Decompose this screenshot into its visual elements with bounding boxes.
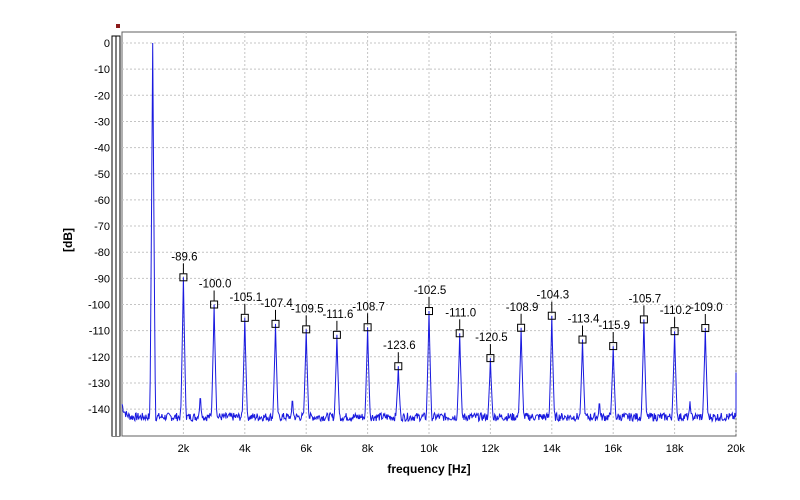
y-tick-label: -80	[94, 247, 110, 259]
y-tick-label: -50	[94, 169, 110, 181]
plot-area: -89.6-100.0-105.1-107.4-109.5-111.6-108.…	[121, 31, 737, 437]
spectrum-series-line	[121, 42, 737, 423]
x-axis-label: frequency [Hz]	[387, 462, 470, 476]
peak-label: -105.1	[229, 292, 262, 304]
peak-marker	[609, 342, 618, 351]
peak-marker	[670, 327, 679, 336]
y-tick-label: -120	[88, 352, 110, 364]
x-tick-label: 10k	[420, 443, 438, 455]
x-tick-label: 18k	[666, 443, 684, 455]
peak-label: -107.4	[260, 298, 293, 310]
level-meter-left-fill	[112, 44, 116, 436]
level-meter-right-fill	[116, 44, 120, 436]
peak-label: -111.6	[322, 309, 353, 321]
x-tick-label: 20k	[727, 443, 745, 455]
x-tick-label: 8k	[362, 443, 374, 455]
x-tick-label: 6k	[300, 443, 312, 455]
peak-marker	[394, 362, 403, 371]
peak-marker	[332, 330, 341, 339]
peak-label: -109.5	[291, 303, 324, 315]
peak-label: -108.7	[352, 301, 385, 313]
peak-label: -113.4	[568, 314, 600, 326]
peak-label: -111.0	[445, 307, 476, 319]
peak-marker	[517, 323, 526, 332]
peak-marker	[302, 325, 311, 334]
peak-label: -104.3	[536, 290, 569, 302]
peak-label: -120.5	[475, 332, 508, 344]
peak-label: -100.0	[199, 279, 232, 291]
y-tick-label: -30	[94, 116, 110, 128]
y-tick-label: -20	[94, 90, 110, 102]
y-tick-label: 0	[104, 38, 110, 50]
peak-label: -105.7	[629, 293, 662, 305]
peak-marker	[578, 335, 587, 344]
x-axis-tick-labels: 2k 4k 6k 8k 10k 12k 14k 16k 18k 20k	[178, 443, 746, 455]
y-tick-label: -130	[88, 378, 110, 390]
x-tick-label: 4k	[239, 443, 251, 455]
peak-marker	[210, 300, 219, 309]
y-tick-label: -40	[94, 143, 110, 155]
peak-label: -109.0	[690, 302, 723, 314]
x-tick-label: 16k	[604, 443, 622, 455]
peak-marker	[179, 273, 188, 282]
peak-marker	[425, 307, 433, 316]
peak-marker	[271, 319, 280, 328]
peak-label: -123.6	[383, 340, 416, 352]
peak-label: -89.6	[171, 251, 197, 263]
peak-label: -110.2	[660, 305, 692, 317]
x-tick-label: 14k	[543, 443, 561, 455]
grid	[122, 32, 737, 436]
y-tick-label: -110	[89, 326, 110, 338]
x-tick-label: 2k	[178, 443, 190, 455]
y-tick-label: -60	[94, 195, 110, 207]
peak-marker	[701, 324, 710, 333]
peak-markers: -89.6-100.0-105.1-107.4-109.5-111.6-108.…	[171, 251, 723, 371]
level-meter	[111, 24, 121, 437]
y-tick-label: -140	[88, 404, 110, 416]
y-axis-label: [dB]	[61, 228, 75, 252]
peak-label: -115.9	[598, 320, 630, 332]
x-tick-label: 12k	[482, 443, 500, 455]
y-tick-label: -100	[88, 300, 110, 312]
y-tick-label: -90	[94, 273, 110, 285]
peak-marker	[240, 313, 249, 322]
y-tick-label: -70	[94, 221, 110, 233]
peak-marker	[547, 311, 556, 320]
peak-marker	[455, 329, 464, 338]
level-meter-peak-indicator	[116, 24, 120, 28]
peak-marker	[639, 315, 648, 324]
peak-label: -108.9	[506, 302, 539, 314]
peak-label: -102.5	[414, 285, 447, 297]
y-axis-tick-labels: 0 -10 -20 -30 -40 -50 -60 -70 -80 -90 -100 -110 -120…	[88, 38, 110, 416]
peak-marker	[363, 323, 372, 332]
y-tick-label: -10	[94, 64, 110, 76]
peak-marker	[486, 354, 495, 363]
